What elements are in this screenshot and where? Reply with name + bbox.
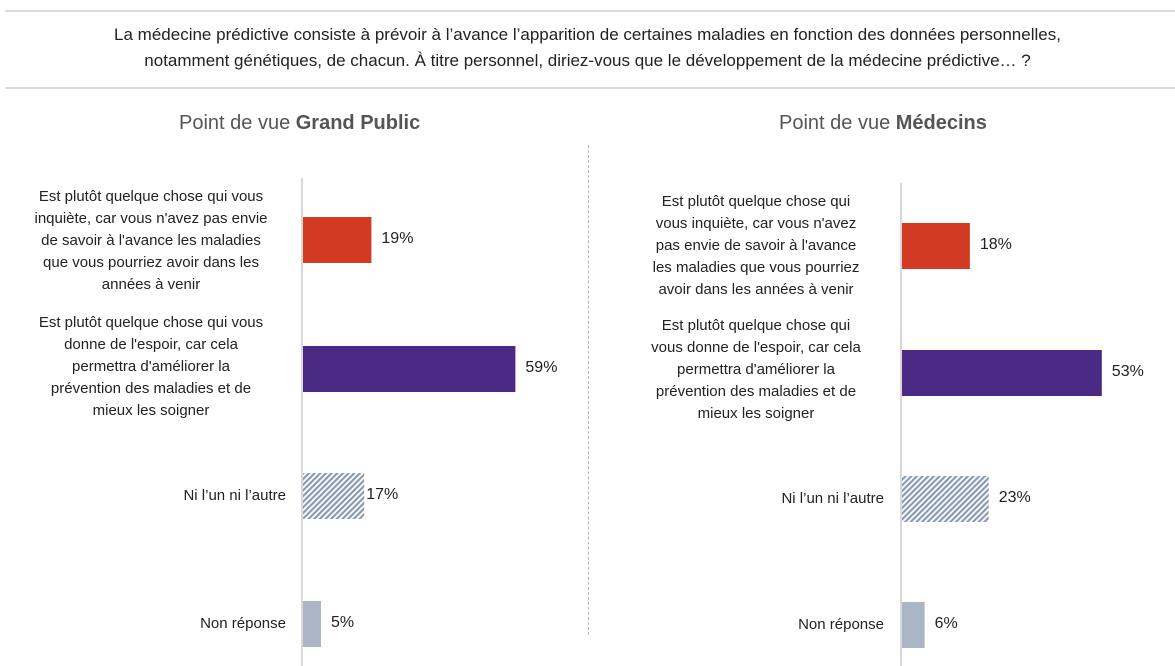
category-label-line: années à venir [101,276,201,293]
category-label-line: inquiète, car vous n'avez pas envie [34,210,268,227]
category-label-line: Ni l’un ni l’autre [183,487,286,504]
value-label-medecins-4: 6% [934,615,958,632]
category-label-medecins-2: Est plutôt quelque chose qui vous donne d… [620,315,892,425]
panel-title-prefix: Point de vue [779,112,896,134]
panel-divider [588,145,589,635]
panel-title-medecins: Point de vue Médecins [779,112,987,135]
bar-grand-public-1 [303,217,372,263]
question-line-1: La médecine prédictive consiste à prévoi… [114,25,1061,44]
value-label-grand-public-4: 5% [331,614,355,631]
bar-medecins-3 [902,476,989,522]
category-label-line: Est plutôt quelque chose qui [661,193,851,210]
value-label-grand-public-1: 19% [381,230,414,247]
value-label-medecins-1: 18% [979,236,1012,253]
category-label-line: donne de l'espoir, car cela [64,336,238,353]
category-label-line: que vous pourriez avoir dans les [43,254,259,271]
category-label-grand-public-2: Est plutôt quelque chose qui vous donne d… [10,312,292,422]
category-label-line: permettra d'améliorer la [677,361,835,378]
category-label-medecins-1: Est plutôt quelque chose qui vous inquièt… [620,191,892,301]
category-label-grand-public-3: Ni l’un ni l’autre [10,485,286,507]
category-label-line: mieux les soigner [697,405,815,422]
bar-grand-public-2 [303,346,516,392]
category-label-line: Est plutôt quelque chose qui vous [38,314,264,331]
bar-medecins-2 [902,350,1102,396]
bar-medecins-4 [902,602,925,648]
question-line-2: notamment génétiques, de chacun. À titre… [144,51,1031,70]
category-label-line: pas envie de savoir à l'avance [655,237,857,254]
value-label-medecins-2: 53% [1111,363,1144,380]
panel-title-bold: Médecins [895,112,987,134]
category-label-line: les maladies que vous pourriez [652,259,860,276]
category-label-line: Ni l’un ni l’autre [781,490,884,507]
category-label-line: vous donne de l'espoir, car cela [651,339,861,356]
question-bottom-rule [5,87,1175,89]
category-label-medecins-3: Ni l’un ni l’autre [610,488,884,510]
category-label-line: prévention des maladies et de [50,380,252,397]
panel-title-bold: Grand Public [295,112,421,134]
bar-grand-public-4 [303,601,321,647]
value-label-grand-public-2: 59% [525,359,558,376]
category-label-grand-public-1: Est plutôt quelque chose qui vous inquièt… [10,186,292,296]
category-label-line: Est plutôt quelque chose qui [661,317,851,334]
category-label-line: mieux les soigner [92,402,210,419]
panel-title-grand-public: Point de vue Grand Public [179,112,420,135]
category-label-medecins-4: Non réponse [610,614,884,636]
question-text: La médecine prédictive consiste à prévoi… [0,22,1175,74]
category-label-line: Non réponse [200,615,286,632]
category-label-line: Est plutôt quelque chose qui vous [38,188,264,205]
bar-medecins-1 [902,223,970,269]
panel-title-prefix: Point de vue [179,112,296,134]
value-label-grand-public-3: 17% [366,486,399,503]
category-label-line: Non réponse [798,616,884,633]
bar-grand-public-3 [303,473,365,519]
category-label-grand-public-4: Non réponse [10,613,286,635]
category-label-line: vous inquiète, car vous n'avez [655,215,857,232]
category-label-line: avoir dans les années à venir [658,281,854,298]
top-rule [5,10,1175,12]
category-label-line: prévention des maladies et de [655,383,857,400]
category-label-line: permettra d'améliorer la [72,358,230,375]
category-label-line: de savoir à l'avance les maladies [41,232,261,249]
value-label-medecins-3: 23% [998,489,1031,506]
